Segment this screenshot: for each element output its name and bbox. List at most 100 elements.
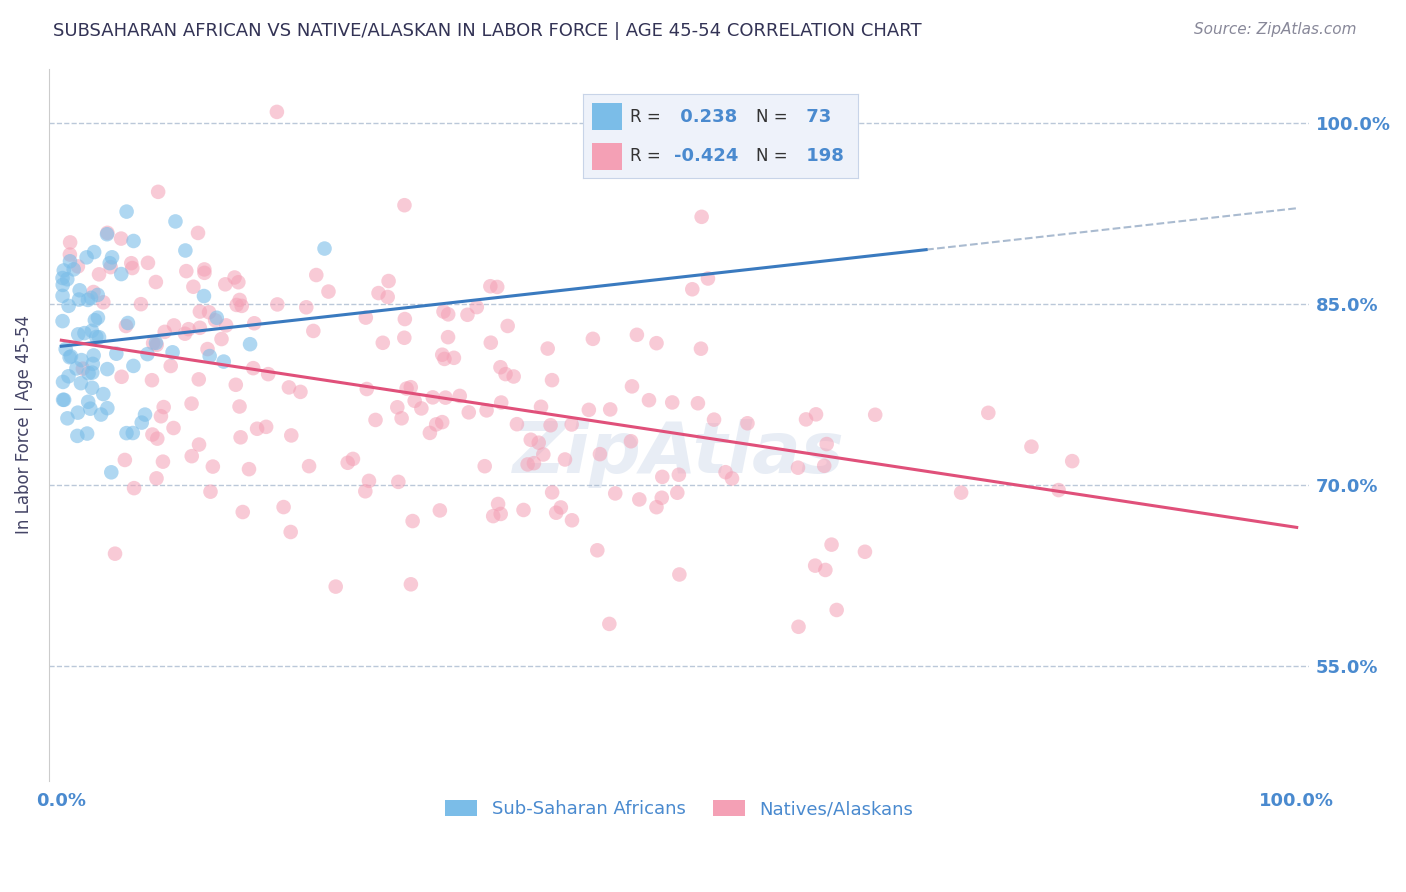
Point bbox=[105, 347, 128, 361]
Point bbox=[399, 380, 422, 394]
Point bbox=[58, 299, 80, 313]
Point bbox=[531, 448, 554, 462]
Point bbox=[820, 538, 842, 552]
Point bbox=[62, 262, 84, 277]
Point bbox=[152, 400, 174, 414]
Point bbox=[1047, 483, 1070, 497]
Point bbox=[394, 331, 416, 345]
Point bbox=[546, 506, 568, 520]
Point bbox=[59, 235, 82, 250]
Point bbox=[401, 514, 423, 528]
Point bbox=[188, 437, 211, 451]
Point bbox=[96, 362, 118, 376]
Point bbox=[1062, 454, 1084, 468]
Point bbox=[96, 401, 118, 416]
Point bbox=[201, 459, 224, 474]
Point bbox=[668, 567, 690, 582]
Point bbox=[145, 335, 167, 350]
Point bbox=[519, 433, 541, 447]
Point bbox=[52, 392, 75, 407]
Point bbox=[411, 401, 433, 416]
Point bbox=[110, 267, 132, 281]
Point bbox=[51, 289, 73, 303]
Point bbox=[391, 411, 413, 425]
Point bbox=[82, 366, 104, 380]
Point bbox=[100, 465, 122, 479]
Point bbox=[82, 357, 104, 371]
Text: -0.424: -0.424 bbox=[673, 146, 738, 164]
Y-axis label: In Labor Force | Age 45-54: In Labor Force | Age 45-54 bbox=[15, 315, 32, 534]
Point bbox=[273, 500, 295, 514]
Point bbox=[55, 342, 77, 356]
Point bbox=[681, 282, 703, 296]
Point bbox=[356, 382, 378, 396]
Point bbox=[638, 393, 661, 408]
Point bbox=[232, 505, 254, 519]
Point bbox=[225, 377, 247, 392]
Point bbox=[65, 361, 87, 376]
Point bbox=[605, 486, 627, 500]
Point bbox=[582, 332, 605, 346]
Point bbox=[51, 271, 73, 285]
Point bbox=[298, 459, 321, 474]
Point bbox=[198, 349, 221, 363]
Point bbox=[721, 471, 744, 485]
Point bbox=[52, 375, 75, 389]
Point bbox=[200, 484, 222, 499]
Point bbox=[387, 475, 409, 489]
Point bbox=[239, 337, 262, 351]
Point bbox=[146, 432, 169, 446]
Point bbox=[474, 459, 496, 474]
Point bbox=[314, 242, 336, 256]
Point bbox=[697, 271, 720, 285]
Point bbox=[302, 324, 325, 338]
Point bbox=[145, 471, 167, 485]
Point bbox=[598, 616, 620, 631]
Point bbox=[578, 402, 600, 417]
Point bbox=[977, 406, 1000, 420]
Point bbox=[486, 280, 509, 294]
Point bbox=[486, 497, 509, 511]
Point bbox=[645, 500, 668, 515]
Point bbox=[432, 348, 454, 362]
Point bbox=[136, 347, 159, 361]
Point bbox=[187, 226, 209, 240]
Point bbox=[225, 298, 247, 312]
Point bbox=[246, 422, 269, 436]
Point bbox=[79, 401, 101, 416]
Point bbox=[176, 264, 198, 278]
Point bbox=[357, 474, 380, 488]
Point bbox=[342, 451, 364, 466]
Point bbox=[67, 293, 90, 307]
Point bbox=[814, 563, 837, 577]
Point bbox=[129, 297, 152, 311]
Point bbox=[122, 234, 145, 248]
Point bbox=[117, 316, 139, 330]
Point bbox=[83, 348, 105, 362]
Point bbox=[193, 266, 215, 280]
Point bbox=[280, 428, 302, 442]
Point bbox=[523, 456, 546, 470]
Point bbox=[395, 382, 418, 396]
Point bbox=[457, 405, 479, 419]
Point bbox=[205, 310, 228, 325]
Point bbox=[93, 295, 115, 310]
Point bbox=[180, 449, 202, 463]
Point bbox=[58, 369, 80, 384]
Point bbox=[174, 244, 197, 258]
Point bbox=[541, 373, 564, 387]
Point bbox=[737, 417, 759, 431]
Point bbox=[367, 286, 389, 301]
Point bbox=[506, 417, 529, 432]
Point bbox=[115, 318, 138, 333]
Point bbox=[121, 425, 143, 440]
Point bbox=[87, 330, 110, 344]
Point bbox=[537, 342, 560, 356]
Point bbox=[70, 353, 93, 368]
Point bbox=[377, 290, 399, 304]
Point bbox=[815, 437, 838, 451]
Point bbox=[142, 336, 165, 351]
Point bbox=[475, 403, 498, 417]
Point bbox=[87, 288, 110, 302]
Point bbox=[443, 351, 465, 365]
